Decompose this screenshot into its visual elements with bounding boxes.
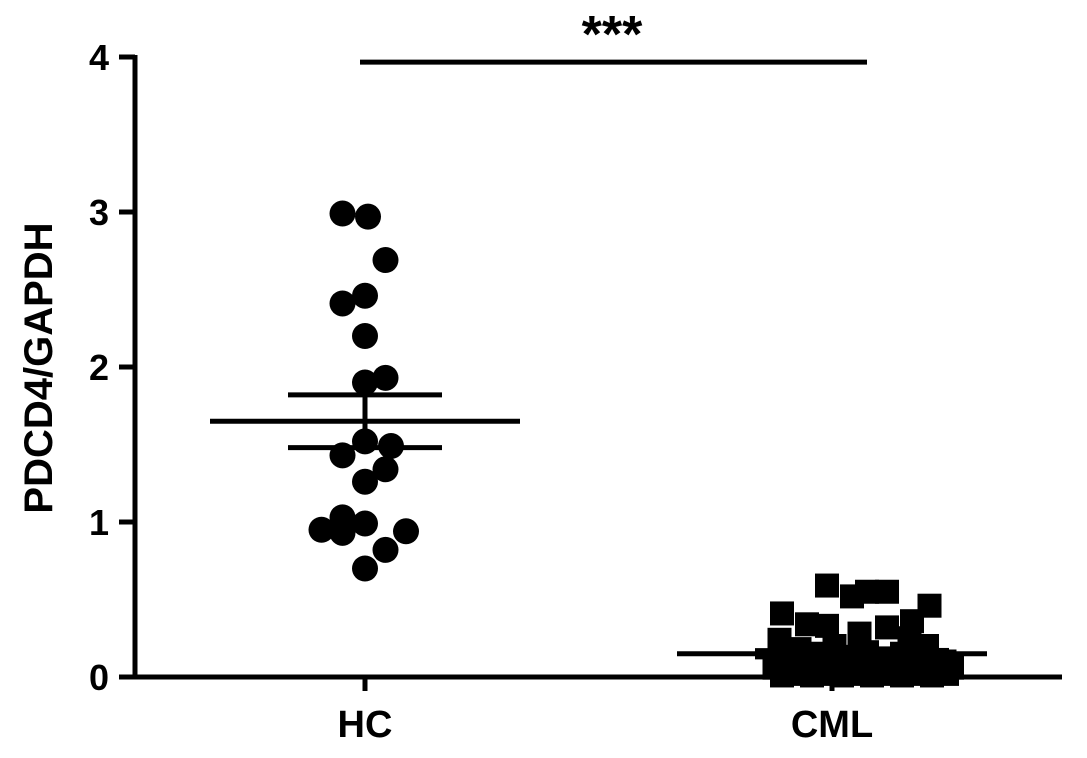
y-tick-label-0: 0: [89, 657, 109, 698]
point-hc-18: [372, 536, 399, 563]
point-cml-9: [815, 613, 839, 638]
point-hc-2: [372, 247, 399, 274]
y-tick-label-1: 1: [89, 502, 109, 543]
point-hc-1: [355, 203, 381, 230]
data-marks: [308, 200, 964, 688]
point-cml-2: [815, 573, 839, 598]
point-hc-6: [352, 369, 378, 396]
point-hc-15: [308, 516, 335, 543]
y-tick-label-2: 2: [89, 347, 109, 388]
point-hc-5: [352, 323, 378, 349]
point-cml-7: [917, 593, 942, 618]
y-ticks: 0 1 2 3 4: [89, 37, 135, 698]
point-cml-5: [875, 579, 899, 604]
category-label-hc: HC: [338, 704, 393, 746]
point-hc-12: [352, 468, 378, 495]
point-hc-11: [372, 456, 399, 483]
point-hc-4: [352, 282, 378, 309]
y-tick-label-4: 4: [89, 37, 109, 78]
point-cml-0: [770, 601, 794, 626]
point-hc-0: [329, 200, 356, 227]
significance-label: ***: [582, 6, 643, 64]
category-label-cml: CML: [791, 704, 873, 746]
y-tick-label-3: 3: [89, 192, 109, 233]
y-axis-label: PDCD4/GAPDH: [17, 222, 61, 513]
point-hc-19: [352, 555, 378, 582]
point-hc-17: [393, 518, 419, 545]
summary-bars: [210, 59, 987, 660]
point-hc-16: [329, 519, 356, 546]
labels: PDCD4/GAPDH HC CML ***: [17, 6, 873, 746]
point-hc-7: [372, 364, 399, 391]
point-hc-3: [329, 290, 356, 317]
point-cml-11: [875, 615, 899, 640]
point-hc-14: [352, 510, 378, 537]
